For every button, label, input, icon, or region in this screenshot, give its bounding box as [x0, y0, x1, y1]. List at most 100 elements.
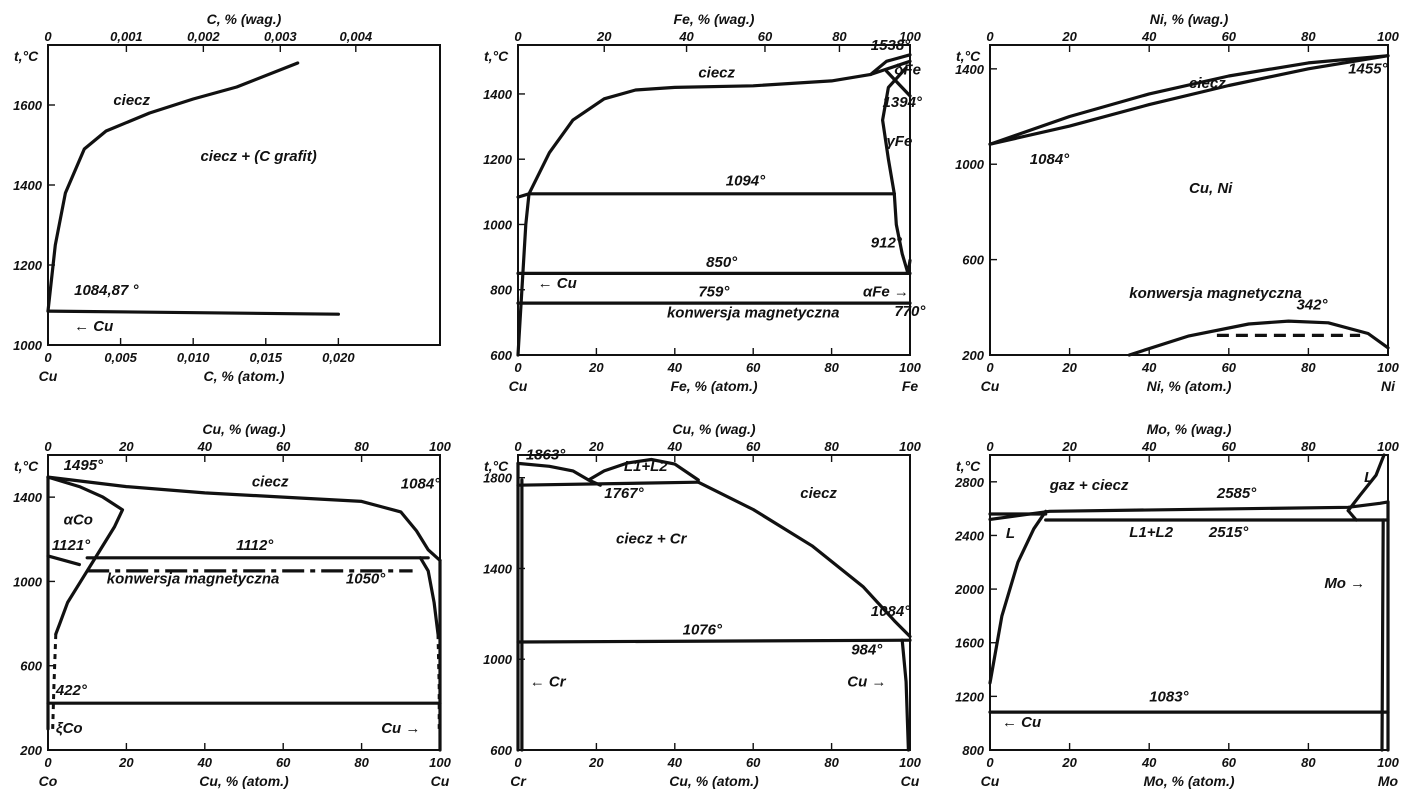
annotation-label: αCo	[64, 512, 93, 529]
y-tick-label: 1400	[955, 62, 985, 77]
annotation-label: konwersja magnetyczna	[667, 304, 840, 321]
phase-boundary	[1346, 509, 1358, 522]
x-tick-label: 0	[986, 755, 994, 770]
x-top-tick-label: 20	[1061, 439, 1077, 454]
x-top-tick-label: 40	[667, 439, 683, 454]
x-top-tick-label: 80	[354, 439, 369, 454]
annotation-label: 2515°	[1208, 524, 1249, 541]
x-top-axis-title: Mo, % (wag.)	[1147, 421, 1232, 437]
x-top-tick-label: 80	[1301, 439, 1316, 454]
annotation-label: αFe →	[863, 283, 909, 300]
panel-cu-c: 1000 1200 1400 1600 0 0,005 0,010 0,015 0,020 0 0,…	[13, 11, 441, 384]
component-label: Co	[39, 773, 58, 789]
phase-boundaries	[988, 54, 1390, 357]
x-tick-label: 60	[276, 755, 291, 770]
x-tick-label: 60	[746, 755, 761, 770]
annotation-label: 1495°	[64, 457, 104, 474]
y-tick-label: 1400	[483, 87, 513, 102]
x-top-axis-title: C, % (wag.)	[207, 11, 282, 27]
phase-boundary	[46, 475, 442, 562]
annotation-label: 422°	[55, 682, 88, 699]
annotation-label: 984°	[851, 642, 883, 659]
phase-boundary	[988, 54, 1390, 146]
y-axis-title: t,°C	[14, 458, 39, 474]
annotation-label: 759°	[698, 283, 730, 300]
x-axis-title: Cu, % (atom.)	[199, 773, 289, 789]
y-axis-title: t,°C	[484, 458, 509, 474]
x-tick-label: 40	[1141, 360, 1157, 375]
x-top-tick-label: 60	[746, 439, 761, 454]
x-tick-label: 80	[824, 360, 839, 375]
phase-boundary	[892, 192, 910, 275]
x-tick-label: 100	[1377, 360, 1399, 375]
x-axis-title: C, % (atom.)	[204, 368, 285, 384]
x-axis-title: Mo, % (atom.)	[1144, 773, 1235, 789]
annotation-label: 850°	[706, 254, 738, 271]
x-tick-label: 40	[197, 755, 213, 770]
annotation-label: Mo →	[1324, 575, 1365, 592]
y-tick-label: 2400	[954, 528, 985, 543]
phase-boundary	[906, 258, 912, 275]
annotation-label: 1121°	[52, 537, 91, 554]
phase-boundaries	[46, 61, 340, 316]
y-axis-title: t,°C	[956, 458, 981, 474]
annotation-label: 1455°	[1348, 61, 1388, 78]
annotation-label: 1094°	[726, 172, 766, 189]
phase-boundary	[418, 556, 440, 636]
annotation-label: 1112°	[236, 537, 274, 554]
phase-boundary	[516, 461, 602, 487]
annotation-label: L	[1364, 469, 1373, 486]
phase-boundary	[1380, 518, 1385, 752]
y-tick-label: 1600	[955, 636, 985, 651]
x-top-tick-label: 20	[588, 439, 604, 454]
annotation-label: Cu →	[381, 720, 420, 737]
x-tick-label: 80	[1301, 360, 1316, 375]
annotation-label: ciecz	[252, 474, 289, 491]
component-label: Ni	[1381, 378, 1396, 394]
annotation-label: 1538°	[871, 37, 911, 54]
y-tick-label: 1000	[955, 157, 985, 172]
annotation-label: 1767°	[604, 485, 644, 502]
y-tick-label: 800	[490, 283, 512, 298]
annotation-label: ciecz + (C grafit)	[200, 148, 316, 165]
x-tick-label: 0	[44, 755, 52, 770]
x-tick-label: 80	[1301, 755, 1316, 770]
x-top-tick-label: 0	[986, 29, 994, 44]
y-tick-label: 1200	[955, 689, 985, 704]
component-label: Cu	[39, 368, 58, 384]
x-top-tick-label: 80	[1301, 29, 1316, 44]
x-tick-label: 40	[1141, 755, 1157, 770]
x-top-tick-label: 100	[1377, 29, 1399, 44]
phase-boundaries	[46, 475, 442, 752]
annotation-label: ciecz + Cr	[616, 531, 688, 548]
phase-boundary	[587, 457, 700, 482]
annotation-label: 342°	[1296, 297, 1328, 314]
phase-boundary	[516, 480, 700, 487]
component-label: Cu	[901, 773, 920, 789]
phase-boundary	[696, 480, 912, 639]
annotation-label: ← Cu	[74, 318, 113, 335]
phase-boundaries	[516, 457, 912, 752]
x-top-tick-label: 80	[832, 29, 847, 44]
annotation-label: ciecz	[113, 92, 150, 109]
annotation-label: Cu →	[847, 673, 886, 690]
x-tick-label: 0	[986, 360, 994, 375]
annotation-label: L1+L2	[1129, 524, 1173, 541]
annotation-label: 1084°	[401, 476, 441, 493]
x-top-tick-label: 0,001	[110, 29, 143, 44]
phase-boundary	[46, 554, 81, 567]
component-label: Cu	[509, 378, 528, 394]
x-tick-label: 100	[899, 360, 921, 375]
x-top-tick-label: 60	[1222, 29, 1237, 44]
y-tick-label: 1200	[483, 152, 513, 167]
component-label: Cu	[981, 378, 1000, 394]
x-tick-label: 0,005	[104, 350, 137, 365]
x-top-tick-label: 0	[44, 29, 52, 44]
x-top-tick-label: 0,003	[264, 29, 297, 44]
y-tick-label: 600	[490, 348, 512, 363]
